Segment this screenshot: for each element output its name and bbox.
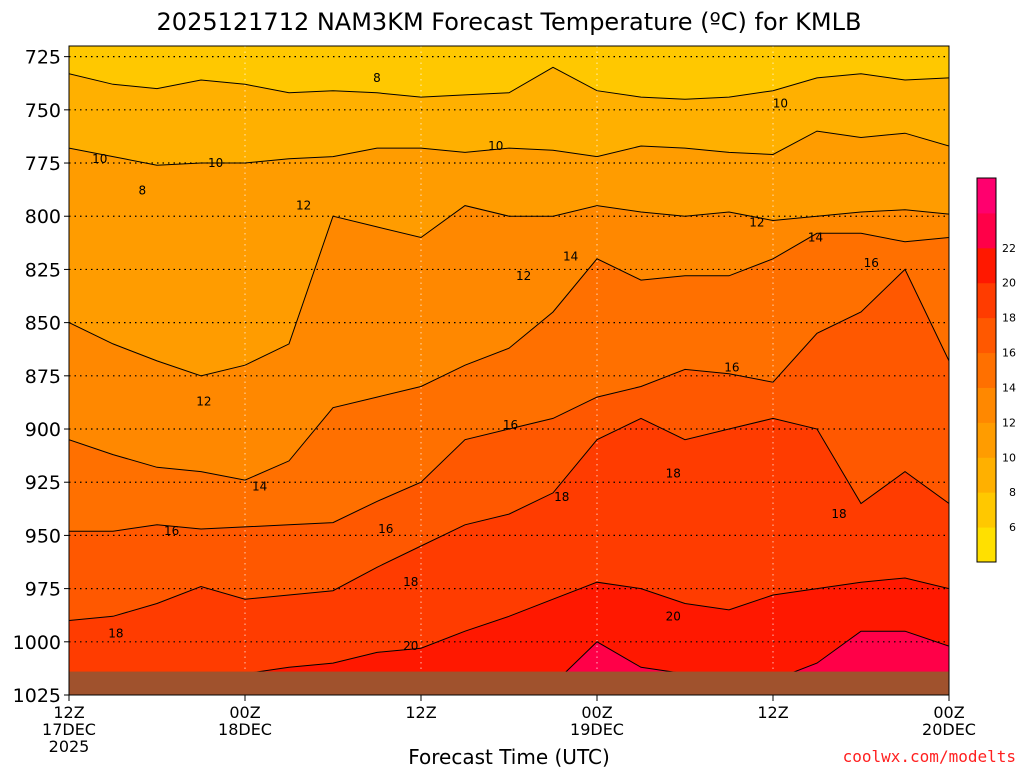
contour-label-14: 14 bbox=[252, 479, 267, 493]
contour-label-18: 18 bbox=[666, 467, 681, 481]
credit-text: coolwx.com/modelts bbox=[843, 747, 1016, 766]
contour-label-12: 12 bbox=[749, 216, 764, 230]
colorbar-cell-16 bbox=[977, 317, 996, 354]
x-tick-label-24-1: 12Z bbox=[405, 703, 436, 722]
y-tick-label-825: 825 bbox=[25, 259, 61, 281]
contour-label-12: 12 bbox=[296, 199, 311, 213]
x-tick-label-0-3: 2025 bbox=[49, 737, 90, 756]
contour-label-16: 16 bbox=[864, 256, 879, 270]
y-tick-label-1025: 1025 bbox=[13, 685, 61, 707]
x-tick-label-0-1: 12Z bbox=[53, 703, 84, 722]
colorbar-legend: 6 8 10 12 14 16 18 20 22 bbox=[976, 177, 1016, 563]
colorbar-cell-8 bbox=[977, 457, 996, 493]
contour-label-18: 18 bbox=[403, 575, 418, 589]
contour-label-18: 18 bbox=[554, 490, 569, 504]
x-tick-label-60-1: 00Z bbox=[933, 703, 964, 722]
contour-label-14: 14 bbox=[808, 231, 823, 245]
contour-label-16: 16 bbox=[724, 360, 739, 374]
contour-label-12: 12 bbox=[516, 269, 531, 283]
contour-line-18 bbox=[69, 417, 949, 621]
x-tick-label-12-2: 18DEC bbox=[218, 720, 272, 739]
contour-label-14: 14 bbox=[563, 250, 578, 264]
contour-label-8: 8 bbox=[373, 71, 381, 85]
colorbar-label-6: 6 bbox=[1009, 521, 1016, 534]
contour-line-22 bbox=[69, 630, 949, 695]
contour-labels: 8 10 10 10 10 8 12 12 14 12 14 16 16 12 16 18 14 18 16 16 18… bbox=[92, 71, 879, 653]
y-tick-label-775: 775 bbox=[25, 153, 61, 175]
contour-line-10 bbox=[69, 130, 949, 166]
band-20 bbox=[69, 578, 949, 695]
x-tick-label-60-2: 20DEC bbox=[922, 720, 976, 739]
ground-surface bbox=[69, 671, 949, 695]
y-tick-label-925: 925 bbox=[25, 472, 61, 494]
contour-label-18: 18 bbox=[831, 507, 846, 521]
contour-label-10: 10 bbox=[488, 139, 503, 153]
contour-line-14 bbox=[69, 232, 949, 481]
y-tick-label-725: 725 bbox=[25, 47, 61, 69]
x-tick-label-12-1: 00Z bbox=[229, 703, 260, 722]
colorbar-label-12: 12 bbox=[1002, 416, 1016, 429]
y-tick-label-850: 850 bbox=[25, 313, 61, 335]
y-tick-label-875: 875 bbox=[25, 366, 61, 388]
contour-label-12: 12 bbox=[196, 394, 211, 408]
colorbar-cell-4 bbox=[977, 527, 996, 563]
colorbar-cell-6 bbox=[977, 492, 996, 528]
colorbar-cell-12 bbox=[977, 387, 996, 423]
contour-label-16: 16 bbox=[378, 522, 393, 536]
contour-label-10: 10 bbox=[92, 152, 107, 166]
colorbar-label-14: 14 bbox=[1002, 381, 1016, 394]
x-tick-label-48-1: 12Z bbox=[757, 703, 788, 722]
colorbar-cell-24 bbox=[977, 178, 996, 214]
plot-area: 8 10 10 10 10 8 12 12 14 12 14 16 16 12 16 18 14 18 16 16 18… bbox=[69, 46, 949, 695]
contour-label-10: 10 bbox=[208, 156, 223, 170]
colorbar-cell-18 bbox=[977, 282, 996, 319]
x-tick-label-36-1: 00Z bbox=[581, 703, 612, 722]
y-tick-label-950: 950 bbox=[25, 525, 61, 547]
colorbar-cell-14 bbox=[977, 352, 996, 388]
contour-label-10: 10 bbox=[773, 96, 788, 110]
x-tick-label-36-2: 19DEC bbox=[570, 720, 624, 739]
colorbar-label-16: 16 bbox=[1002, 347, 1016, 360]
colorbar-frame bbox=[976, 177, 997, 563]
y-tick-label-1000: 1000 bbox=[13, 632, 61, 654]
colorbar-cell-22 bbox=[977, 212, 996, 249]
colorbar-label-20: 20 bbox=[1002, 277, 1016, 290]
colorbar-label-22: 22 bbox=[1002, 242, 1016, 255]
x-tick-label-0-2: 17DEC bbox=[42, 720, 96, 739]
contour-label-20: 20 bbox=[403, 639, 418, 653]
contour-label-16: 16 bbox=[503, 418, 518, 432]
colorbar-label-18: 18 bbox=[1002, 312, 1016, 325]
contour-label-8: 8 bbox=[139, 184, 147, 198]
y-tick-label-900: 900 bbox=[25, 419, 61, 441]
x-axis-label: Forecast Time (UTC) bbox=[408, 745, 610, 768]
contour-line-16 bbox=[69, 268, 949, 532]
chart-title: 2025121712 NAM3KM Forecast Temperature (… bbox=[157, 8, 862, 36]
contour-label-16: 16 bbox=[164, 524, 179, 538]
contour-line-12 bbox=[69, 205, 949, 377]
surface-block bbox=[69, 671, 949, 695]
y-tick-label-750: 750 bbox=[25, 100, 61, 122]
contour-label-18: 18 bbox=[108, 626, 123, 640]
colorbar-cell-10 bbox=[977, 422, 996, 458]
y-axis: 725 750 775 800 825 850 875 900 925 950 975 1000 102… bbox=[13, 47, 69, 707]
y-tick-label-800: 800 bbox=[25, 206, 61, 228]
y-tick-label-975: 975 bbox=[25, 579, 61, 601]
colorbar-cell-20 bbox=[977, 247, 996, 284]
plot-frame bbox=[68, 45, 950, 696]
colorbar-label-8: 8 bbox=[1009, 486, 1016, 499]
colorbar-label-10: 10 bbox=[1002, 451, 1016, 464]
contour-line-8 bbox=[69, 66, 949, 100]
contour-label-20: 20 bbox=[666, 609, 681, 623]
